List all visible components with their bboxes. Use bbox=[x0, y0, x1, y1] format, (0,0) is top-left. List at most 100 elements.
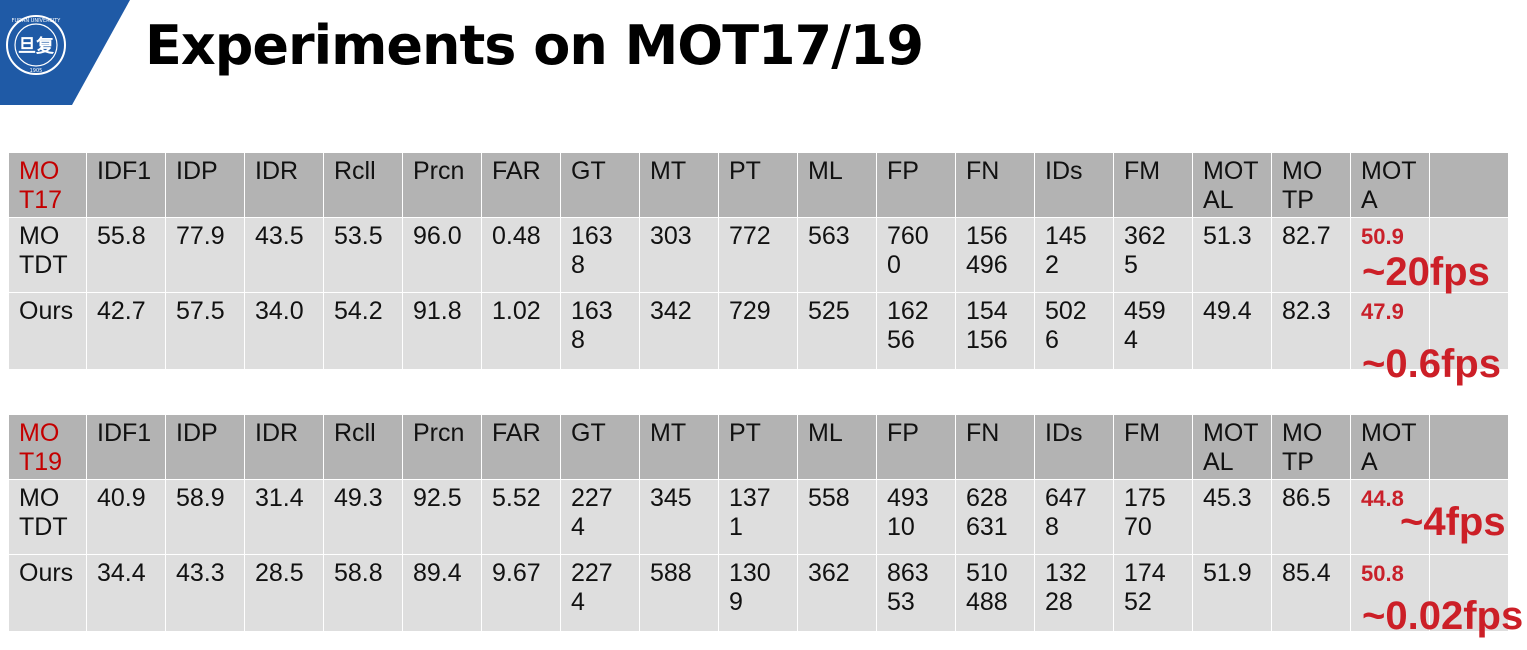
cell-fm: 362 5 bbox=[1113, 217, 1193, 293]
speed-label-mot17-motdt: ~20fps bbox=[1362, 250, 1490, 294]
cell-gt: 227 4 bbox=[560, 479, 640, 555]
seal-glyph: 旦复 bbox=[18, 35, 55, 57]
cell-motal: 51.3 bbox=[1192, 217, 1272, 293]
method-name: MO TDT bbox=[8, 479, 87, 555]
cell-gt: 163 8 bbox=[560, 217, 640, 293]
cell-rcll: 58.8 bbox=[323, 554, 403, 632]
cell-mt: 588 bbox=[639, 554, 719, 632]
cell-motp: 82.3 bbox=[1271, 292, 1351, 370]
cell-fn: 156 496 bbox=[955, 217, 1035, 293]
cell-idf1: 34.4 bbox=[86, 554, 166, 632]
column-header-idp: IDP bbox=[165, 414, 245, 480]
column-header-fm: FM bbox=[1113, 152, 1193, 218]
cell-idr: 28.5 bbox=[244, 554, 324, 632]
speed-label-mot19-ours: ~0.02fps bbox=[1362, 594, 1524, 638]
column-header-gt: GT bbox=[560, 414, 640, 480]
column-header-motal: MOT AL bbox=[1192, 152, 1272, 218]
cell-motp: 86.5 bbox=[1271, 479, 1351, 555]
cell-mota: 50.9 bbox=[1350, 217, 1430, 293]
cell-idr: 34.0 bbox=[244, 292, 324, 370]
cell-fm: 174 52 bbox=[1113, 554, 1193, 632]
method-name: MO TDT bbox=[8, 217, 87, 293]
empty-cell bbox=[1429, 217, 1509, 293]
cell-motal: 45.3 bbox=[1192, 479, 1272, 555]
table-row: Ours 34.4 43.3 28.5 58.8 89.4 9.67 227 4 588 130 … bbox=[8, 554, 1509, 632]
column-header-ml: ML bbox=[797, 414, 877, 480]
cell-ids: 132 28 bbox=[1034, 554, 1114, 632]
speed-label-mot19-motdt: ~4fps bbox=[1400, 500, 1506, 544]
column-header-fm: FM bbox=[1113, 414, 1193, 480]
fudan-logo: 旦复 FUDAN UNIVERSITY 1905 bbox=[0, 0, 130, 105]
cell-idp: 77.9 bbox=[165, 217, 245, 293]
cell-fm: 459 4 bbox=[1113, 292, 1193, 370]
cell-gt: 227 4 bbox=[560, 554, 640, 632]
cell-motp: 82.7 bbox=[1271, 217, 1351, 293]
cell-idp: 43.3 bbox=[165, 554, 245, 632]
cell-idf1: 42.7 bbox=[86, 292, 166, 370]
empty-header-cell bbox=[1429, 414, 1509, 480]
cell-idr: 43.5 bbox=[244, 217, 324, 293]
mot17-results-table: MO T17 IDF1 IDP IDR Rcll Prcn FAR GT MT PT ML FP FN I… bbox=[8, 152, 1509, 370]
cell-pt: 772 bbox=[718, 217, 798, 293]
column-header-prcn: Prcn bbox=[402, 414, 482, 480]
cell-ml: 362 bbox=[797, 554, 877, 632]
column-header-ids: IDs bbox=[1034, 152, 1114, 218]
empty-cell bbox=[1429, 479, 1509, 555]
cell-prcn: 96.0 bbox=[402, 217, 482, 293]
cell-fp: 162 56 bbox=[876, 292, 956, 370]
table-header-row: MO T19 IDF1 IDP IDR Rcll Prcn FAR GT MT PT ML FP FN I… bbox=[8, 414, 1509, 480]
column-header-motp: MO TP bbox=[1271, 414, 1351, 480]
column-header-ids: IDs bbox=[1034, 414, 1114, 480]
mota-value: 50.8 bbox=[1361, 561, 1404, 586]
cell-gt: 163 8 bbox=[560, 292, 640, 370]
cell-fm: 175 70 bbox=[1113, 479, 1193, 555]
cell-idp: 57.5 bbox=[165, 292, 245, 370]
mota-value: 47.9 bbox=[1361, 299, 1404, 324]
cell-ml: 563 bbox=[797, 217, 877, 293]
column-header-idf1: IDF1 bbox=[86, 152, 166, 218]
column-header-fn: FN bbox=[955, 414, 1035, 480]
cell-idr: 31.4 bbox=[244, 479, 324, 555]
cell-mota: 47.9 bbox=[1350, 292, 1430, 370]
column-header-fp: FP bbox=[876, 152, 956, 218]
cell-ids: 647 8 bbox=[1034, 479, 1114, 555]
cell-fp: 760 0 bbox=[876, 217, 956, 293]
cell-ids: 145 2 bbox=[1034, 217, 1114, 293]
cell-prcn: 89.4 bbox=[402, 554, 482, 632]
cell-far: 5.52 bbox=[481, 479, 561, 555]
cell-fn: 628 631 bbox=[955, 479, 1035, 555]
column-header-gt: GT bbox=[560, 152, 640, 218]
seal-text: FUDAN UNIVERSITY bbox=[12, 18, 62, 24]
cell-pt: 729 bbox=[718, 292, 798, 370]
cell-far: 9.67 bbox=[481, 554, 561, 632]
column-header-prcn: Prcn bbox=[402, 152, 482, 218]
column-header-mota: MOT A bbox=[1350, 152, 1430, 218]
method-name: Ours bbox=[8, 554, 87, 632]
cell-rcll: 53.5 bbox=[323, 217, 403, 293]
column-header-idp: IDP bbox=[165, 152, 245, 218]
empty-header-cell bbox=[1429, 152, 1509, 218]
column-header-motp: MO TP bbox=[1271, 152, 1351, 218]
column-header-pt: PT bbox=[718, 414, 798, 480]
cell-fp: 863 53 bbox=[876, 554, 956, 632]
cell-idf1: 55.8 bbox=[86, 217, 166, 293]
speed-label-mot17-ours: ~0.6fps bbox=[1362, 342, 1501, 386]
column-header-fp: FP bbox=[876, 414, 956, 480]
cell-pt: 130 9 bbox=[718, 554, 798, 632]
mot19-results-table: MO T19 IDF1 IDP IDR Rcll Prcn FAR GT MT PT ML FP FN I… bbox=[8, 414, 1509, 632]
table-header-row: MO T17 IDF1 IDP IDR Rcll Prcn FAR GT MT PT ML FP FN I… bbox=[8, 152, 1509, 218]
column-header-far: FAR bbox=[481, 152, 561, 218]
cell-rcll: 54.2 bbox=[323, 292, 403, 370]
column-header-idf1: IDF1 bbox=[86, 414, 166, 480]
column-header-idr: IDR bbox=[244, 414, 324, 480]
seal-year: 1905 bbox=[30, 68, 43, 74]
cell-ids: 502 6 bbox=[1034, 292, 1114, 370]
cell-mt: 345 bbox=[639, 479, 719, 555]
cell-idp: 58.9 bbox=[165, 479, 245, 555]
cell-fp: 493 10 bbox=[876, 479, 956, 555]
empty-cell bbox=[1429, 554, 1509, 632]
method-name: Ours bbox=[8, 292, 87, 370]
column-header-mt: MT bbox=[639, 414, 719, 480]
cell-fn: 510 488 bbox=[955, 554, 1035, 632]
cell-ml: 525 bbox=[797, 292, 877, 370]
